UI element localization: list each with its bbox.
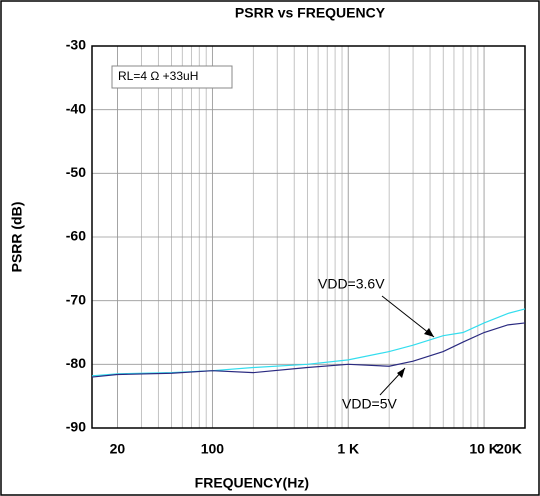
- arrow: [381, 295, 435, 338]
- series-label: VDD=5V: [342, 396, 398, 412]
- y-tick-label: -30: [66, 37, 86, 53]
- arrowhead: [424, 328, 434, 337]
- chart-title: PSRR vs FREQUENCY: [235, 5, 386, 21]
- x-tick-label: 10 K: [469, 441, 499, 457]
- y-axis-label: PSRR (dB): [9, 202, 25, 273]
- annotation: RL=4 Ω +33uH: [118, 69, 198, 83]
- y-tick-label: -70: [66, 291, 86, 307]
- series-label: VDD=3.6V: [318, 276, 385, 292]
- x-axis-label: FREQUENCY(Hz): [195, 475, 309, 491]
- annotation-box: [111, 65, 233, 89]
- x-tick-label: 20K: [496, 441, 522, 457]
- y-tick-label: -90: [66, 419, 86, 435]
- line: [91, 322, 526, 378]
- y-tick-label: -80: [66, 355, 86, 371]
- x-tick-label: 1 K: [337, 441, 359, 457]
- x-tick-label: 100: [201, 441, 225, 457]
- y-tick-label: -40: [66, 100, 86, 116]
- plot-border: [91, 45, 526, 429]
- x-tick-label: 20: [110, 441, 126, 457]
- y-tick-label: -60: [66, 228, 86, 244]
- arrowhead: [397, 368, 405, 378]
- y-tick-label: -50: [66, 164, 86, 180]
